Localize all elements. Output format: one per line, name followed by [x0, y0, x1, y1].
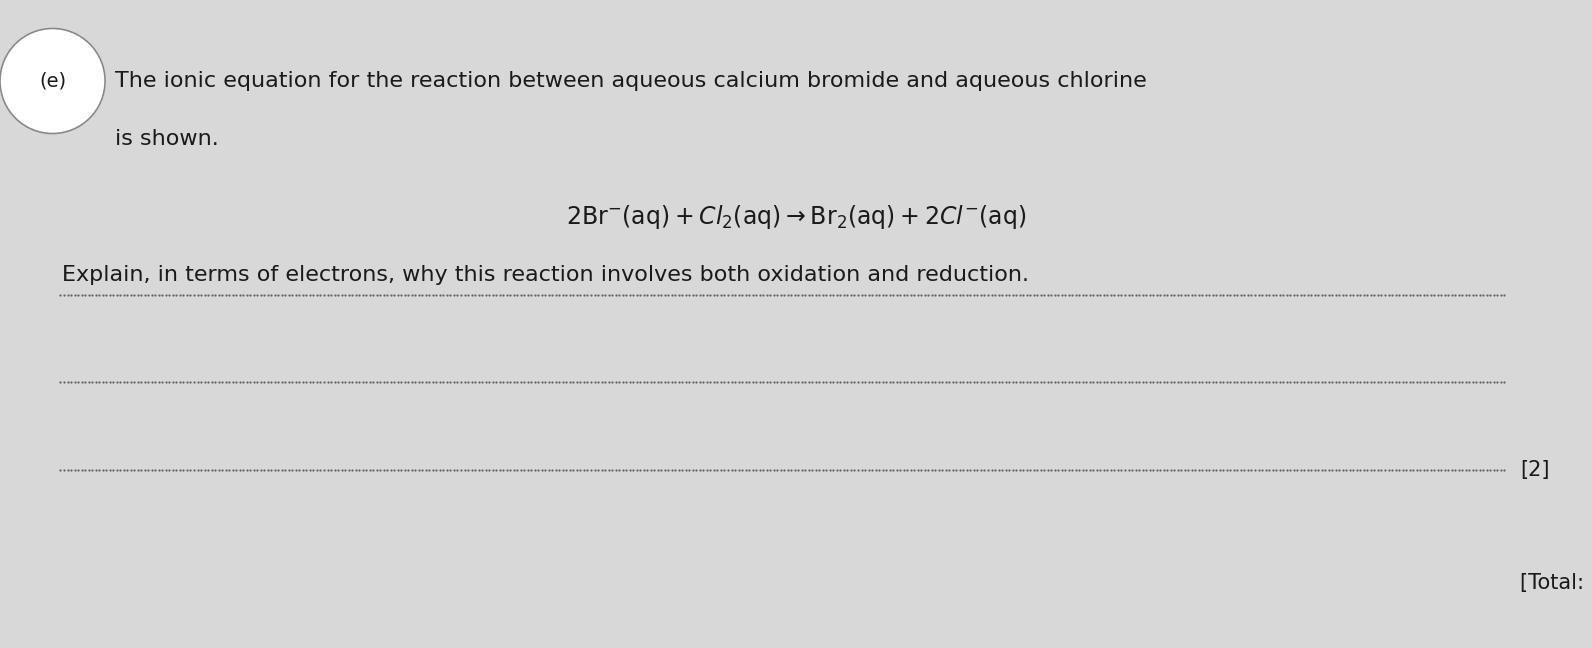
- Text: (e): (e): [38, 71, 67, 91]
- Ellipse shape: [0, 29, 105, 133]
- Text: Explain, in terms of electrons, why this reaction involves both oxidation and re: Explain, in terms of electrons, why this…: [62, 266, 1028, 285]
- Text: The ionic equation for the reaction between aqueous calcium bromide and aqueous : The ionic equation for the reaction betw…: [115, 71, 1146, 91]
- Text: $\mathregular{2Br^{-}(aq) + \mathit{Cl}_2(aq) \rightarrow Br_2(aq) + 2\mathit{Cl: $\mathregular{2Br^{-}(aq) + \mathit{Cl}_…: [565, 203, 1027, 231]
- Text: [Total: 9]: [Total: 9]: [1520, 573, 1592, 593]
- Text: is shown.: is shown.: [115, 130, 218, 149]
- Text: [2]: [2]: [1520, 460, 1551, 480]
